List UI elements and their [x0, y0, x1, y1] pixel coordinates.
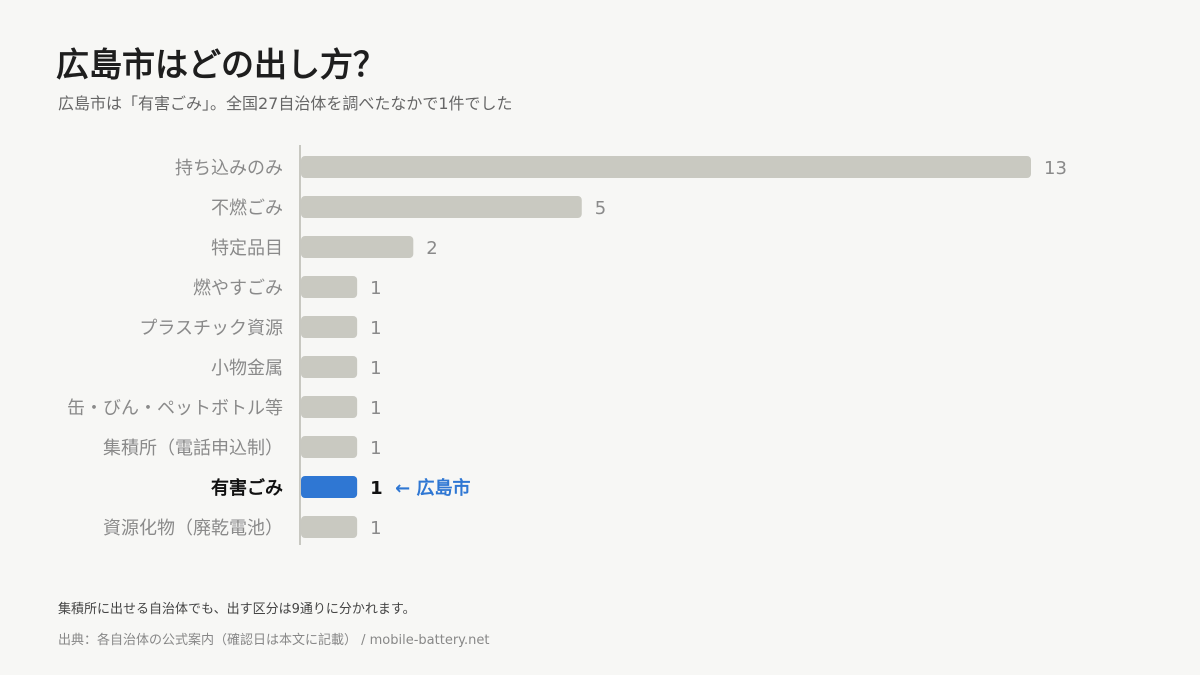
footnote: 集積所に出せる自治体でも、出す区分は9通りに分かれます。 [58, 602, 416, 617]
value-label: 1 [370, 358, 381, 379]
category-label: 資源化物（廃乾電池） [103, 518, 283, 539]
category-label: 特定品目 [211, 238, 283, 259]
value-label: 1 [370, 518, 381, 539]
category-label: 缶・びん・ペットボトル等 [67, 398, 283, 419]
value-label: 13 [1044, 158, 1067, 179]
bar [301, 436, 358, 458]
bar [301, 516, 358, 538]
value-label: 1 [370, 318, 381, 339]
category-label: プラスチック資源 [139, 318, 283, 339]
source-credit: 出典：各自治体の公式案内（確認日は本文に記載） / mobile-battery… [58, 633, 490, 648]
value-label: 5 [595, 198, 606, 219]
value-label: 1 [370, 478, 383, 499]
bar [301, 196, 582, 218]
bar [301, 316, 358, 338]
value-label: 2 [426, 238, 437, 259]
category-label: 燃やすごみ [193, 278, 283, 299]
category-label: 持ち込みのみ [175, 158, 283, 179]
value-label: 1 [370, 398, 381, 419]
bar [301, 156, 1031, 178]
category-label: 有害ごみ [211, 477, 283, 499]
category-label: 小物金属 [211, 358, 283, 379]
bar [301, 276, 358, 298]
bar [301, 356, 358, 378]
bar [301, 236, 414, 258]
chart-title: 広島市はどの出し方？ [56, 45, 386, 84]
category-label: 集積所（電話申込制） [103, 438, 283, 459]
chart-subtitle: 広島市は「有害ごみ」。全国27自治体を調べたなかで1件でした [58, 94, 513, 113]
category-label: 不燃ごみ [211, 198, 283, 219]
value-label: 1 [370, 438, 381, 459]
bar [301, 476, 358, 498]
bar [301, 396, 358, 418]
value-label: 1 [370, 278, 381, 299]
highlight-annotation: ← 広島市 [395, 477, 470, 499]
